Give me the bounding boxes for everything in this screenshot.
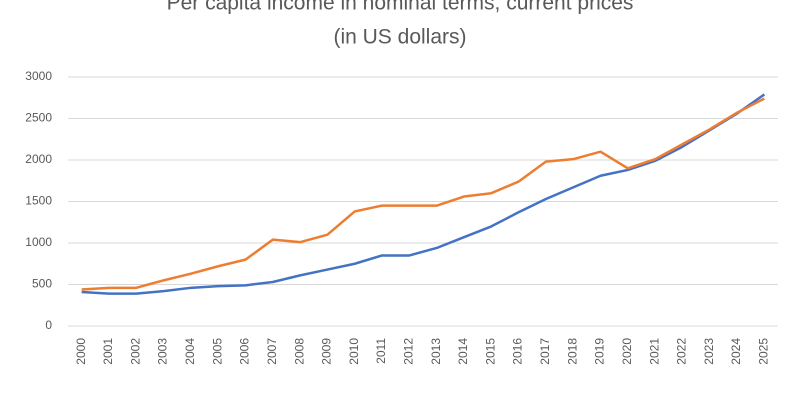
x-tick-label: 2000: [74, 338, 88, 365]
x-tick-label: 2017: [538, 338, 552, 365]
x-tick-label: 2008: [292, 338, 306, 365]
y-tick-label: 0: [45, 318, 52, 332]
series-line: [81, 97, 765, 291]
y-tick-label: 1000: [25, 235, 52, 249]
series-line: [81, 93, 766, 295]
x-tick-label: 2010: [347, 338, 361, 365]
x-tick-label: 2018: [565, 338, 579, 365]
x-tick-label: 2001: [101, 338, 115, 365]
x-tick-label: 2021: [647, 338, 661, 365]
x-tick-label: 2006: [238, 338, 252, 365]
x-tick-label: 2024: [729, 338, 743, 365]
x-tick-label: 2012: [402, 338, 416, 365]
x-tick-label: 2014: [456, 338, 470, 365]
x-tick-label: 2023: [702, 338, 716, 365]
y-tick-label: 3000: [25, 69, 52, 83]
x-tick-label: 2002: [128, 338, 142, 365]
x-tick-label: 2011: [374, 338, 388, 364]
x-tick-label: 2016: [511, 338, 525, 365]
x-tick-label: 2015: [483, 338, 497, 365]
chart-title: Per capita income in nominal terms, curr…: [167, 0, 634, 15]
y-tick-label: 500: [32, 277, 52, 291]
x-tick-label: 2025: [757, 338, 771, 365]
x-tick-label: 2007: [265, 338, 279, 365]
x-tick-label: 2003: [156, 338, 170, 365]
x-tick-label: 2013: [429, 338, 443, 365]
y-tick-label: 2500: [25, 111, 52, 125]
x-tick-label: 2009: [320, 338, 334, 365]
y-tick-label: 2000: [25, 152, 52, 166]
x-tick-label: 2020: [620, 338, 634, 365]
x-tick-label: 2019: [593, 338, 607, 365]
y-tick-label: 1500: [25, 194, 52, 208]
x-tick-label: 2022: [675, 338, 689, 365]
chart-subtitle: (in US dollars): [333, 26, 466, 49]
x-tick-label: 2005: [210, 338, 224, 365]
x-tick-label: 2004: [183, 338, 197, 365]
